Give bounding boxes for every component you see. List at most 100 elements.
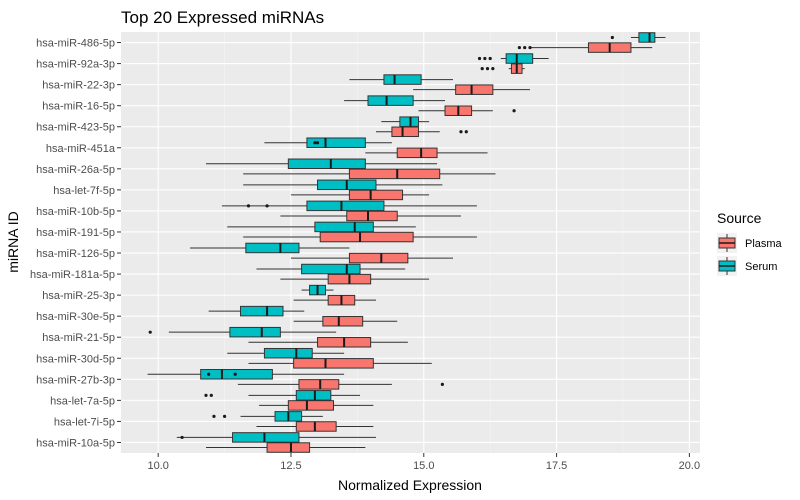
y-tick-label: hsa-miR-126-5p (36, 248, 115, 260)
x-axis: 10.0 12.5 15.0 17.5 20.0 (147, 453, 700, 472)
y-tick-label: hsa-miR-21-5p (42, 332, 115, 344)
outlier-point (517, 45, 521, 50)
box-iqr (455, 84, 494, 95)
outlier-point (477, 56, 482, 61)
box-serum (147, 369, 345, 380)
outlier-point (315, 141, 320, 145)
y-tick-label: hsa-let-7a-5p (50, 395, 115, 407)
box-serum (610, 32, 666, 43)
box-iqr (314, 221, 374, 233)
box-iqr (399, 116, 419, 127)
box-iqr (287, 400, 334, 411)
outlier-point (610, 35, 614, 40)
box-series (147, 32, 666, 453)
outlier-point (483, 56, 487, 61)
box-iqr (301, 263, 361, 275)
box-plasma (290, 189, 430, 201)
outlier-point (488, 56, 492, 61)
box-plasma (290, 252, 453, 264)
outlier-point (523, 45, 527, 50)
outlier-point (212, 414, 216, 418)
outlier-point (440, 382, 444, 386)
outlier-point (246, 204, 251, 208)
y-tick-label: hsa-miR-191-5p (36, 227, 115, 239)
box-serum (264, 137, 392, 148)
x-tick-label: 15.0 (413, 460, 434, 472)
y-tick-label: hsa-miR-451a (46, 143, 116, 155)
outlier-point (313, 141, 317, 145)
box-iqr (638, 32, 656, 43)
plot-panel (121, 32, 700, 453)
box-iqr (240, 305, 284, 317)
x-tick-label: 17.5 (546, 460, 567, 472)
box-iqr (348, 168, 441, 180)
box-iqr (348, 189, 404, 201)
box-serum (381, 116, 430, 127)
box-iqr (295, 421, 337, 432)
box-iqr (229, 326, 281, 338)
y-tick-label: hsa-let-7i-5p (54, 416, 115, 428)
outlier-point (209, 393, 213, 397)
box-iqr (245, 242, 300, 254)
box-iqr (232, 432, 300, 443)
box-serum (256, 263, 406, 275)
box-plasma (418, 105, 516, 116)
box-iqr (348, 252, 409, 264)
y-tick-label: hsa-let-7f-5p (53, 185, 115, 197)
box-iqr (396, 147, 438, 159)
box-serum (227, 347, 345, 359)
outlier-point (528, 45, 532, 50)
box-serum (477, 53, 549, 64)
box-iqr (263, 347, 313, 359)
box-plasma (293, 294, 376, 306)
legend: Source Plasma Serum (717, 210, 783, 276)
box-plasma (293, 315, 398, 327)
y-tick-label: hsa-miR-181a-5p (30, 269, 115, 281)
box-serum (204, 390, 361, 401)
y-tick-label: hsa-miR-30d-5p (36, 353, 115, 365)
y-axis: hsa-miR-486-5p hsa-miR-92a-3p hsa-miR-22-3… (30, 38, 121, 449)
outlier-point (512, 109, 516, 113)
x-tick-label: 12.5 (280, 460, 301, 472)
outlier-point (485, 67, 490, 71)
box-iqr (391, 126, 419, 138)
outlier-point (464, 130, 468, 134)
box-iqr (266, 442, 311, 453)
box-iqr (367, 95, 414, 106)
box-plasma (365, 147, 488, 159)
box-plasma (413, 84, 531, 95)
chart-title: Top 20 Expressed miRNAs (121, 8, 324, 27)
x-tick-label: 10.0 (147, 460, 168, 472)
legend-label: Plasma (745, 238, 783, 250)
y-tick-label: hsa-miR-10a-5p (36, 437, 115, 449)
box-plasma (375, 126, 468, 138)
outlier-point (480, 67, 484, 71)
y-tick-label: hsa-miR-486-5p (36, 38, 115, 50)
y-tick-label: hsa-miR-26a-5p (36, 164, 115, 176)
box-plasma (280, 210, 461, 222)
outlier-point (459, 130, 463, 134)
box-iqr (287, 158, 366, 170)
box-iqr (346, 210, 398, 222)
outlier-point (180, 435, 184, 440)
box-plasma (480, 63, 525, 74)
box-plasma (256, 421, 374, 432)
box-serum (208, 305, 305, 317)
box-plasma (259, 400, 374, 411)
box-plasma (280, 273, 430, 285)
y-tick-label: hsa-miR-92a-3p (36, 59, 115, 71)
y-tick-label: hsa-miR-423-5p (36, 122, 115, 134)
outlier-point (148, 330, 152, 334)
box-serum (344, 95, 446, 106)
outlier-point (222, 414, 227, 418)
outlier-point (491, 67, 495, 71)
y-axis-title: miRNA ID (5, 211, 21, 272)
box-serum (349, 74, 453, 85)
x-axis-title: Normalized Expression (338, 477, 482, 493)
box-serum (176, 432, 376, 443)
box-serum (190, 242, 350, 254)
box-serum (148, 326, 337, 338)
box-iqr (306, 200, 385, 212)
legend-title: Source (717, 210, 762, 226)
